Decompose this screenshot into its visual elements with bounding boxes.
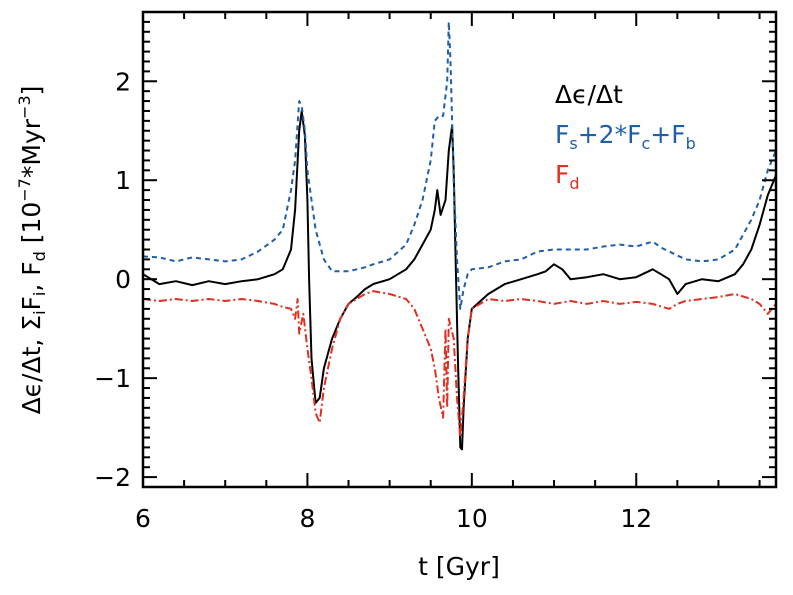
y-axis-title-unit-exp2: −3: [15, 95, 34, 119]
legend-entry-2: Fd: [555, 160, 580, 193]
y-axis-title-unit-close: ]: [17, 86, 46, 96]
x-tick-label: 12: [620, 504, 652, 533]
y-axis-title-sum-sub: i: [30, 310, 49, 314]
y-tick-label: −1: [94, 364, 131, 393]
y-axis-title-fd-sub: d: [30, 251, 49, 261]
x-tick-label: 6: [135, 504, 151, 533]
y-tick-label: 0: [115, 265, 131, 294]
x-tick-label: 8: [299, 504, 315, 533]
y-axis-title-prefix: Δϵ/Δt, Σ: [17, 315, 46, 415]
y-axis-title-mid: F: [17, 296, 46, 310]
plot-series: [143, 20, 776, 451]
y-tick-label: −2: [94, 463, 131, 492]
legend-entry-part: d: [569, 174, 579, 193]
legend-entry-part: +F: [650, 120, 685, 149]
x-axis-title: t [Gyr]: [418, 552, 500, 581]
legend-entry-part: Δϵ/Δt: [555, 80, 623, 109]
y-tick-label: 2: [115, 67, 131, 96]
legend-entry-part: F: [555, 160, 569, 189]
y-tick-label: 1: [115, 166, 131, 195]
y-axis-title-unit-exp: −7: [15, 178, 34, 202]
legend-entry-1: Fs+2*Fc+Fb: [555, 120, 696, 153]
y-axis-title-unit-open: [10: [17, 202, 46, 252]
series-line-1: [143, 20, 776, 310]
legend-entry-0: Δϵ/Δt: [555, 80, 623, 109]
series-line-2: [143, 290, 776, 439]
legend-entry-part: c: [641, 134, 650, 153]
legend-entry-part: +2*F: [578, 120, 642, 149]
legend-entry-part: b: [686, 134, 696, 153]
x-tick-label: 10: [456, 504, 488, 533]
y-axis-title-sep: , F: [17, 261, 46, 291]
legend-entry-part: s: [569, 134, 577, 153]
y-axis-title-mid-sub: i: [30, 292, 49, 296]
legend-entry-part: F: [555, 120, 569, 149]
series-line-0: [143, 110, 776, 451]
y-axis-title: Δϵ/Δt, ΣiFi, Fd [10−7*Myr−3]: [15, 86, 49, 415]
y-axis-title-unit-mid: *Myr: [17, 118, 46, 178]
axis-ticks: [142, 12, 776, 487]
